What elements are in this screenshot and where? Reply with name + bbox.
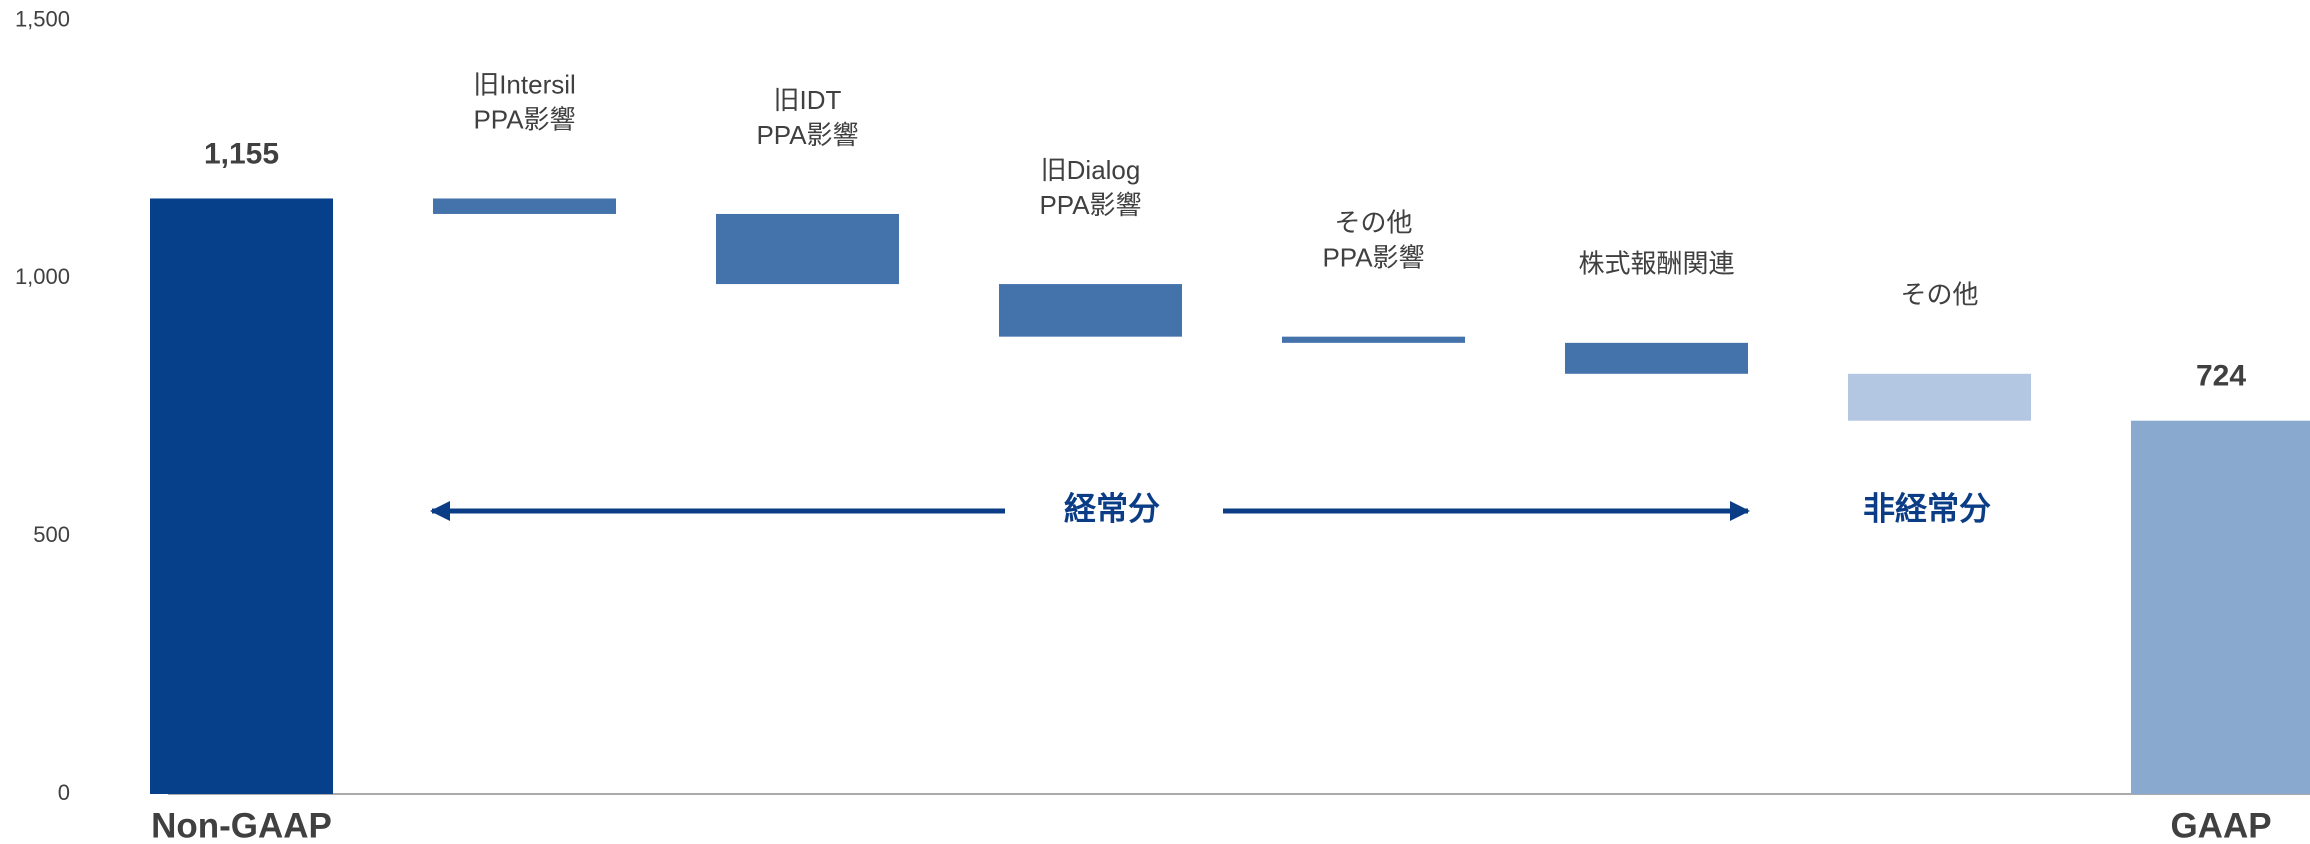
bar xyxy=(433,198,616,214)
annotation: 経常分 xyxy=(1064,490,1160,526)
bar xyxy=(1282,336,1465,343)
y-tick-label: 0 xyxy=(58,780,70,805)
category-label: その他 xyxy=(1334,208,1412,238)
x-tick-label: Non-GAAP xyxy=(151,806,332,844)
category-label: PPA影響 xyxy=(756,120,858,150)
category-label: 旧Intersil xyxy=(473,69,576,99)
bar xyxy=(999,284,1182,337)
bar xyxy=(1565,342,1748,374)
bar xyxy=(2131,420,2310,794)
y-tick-label: 500 xyxy=(33,522,70,547)
bar xyxy=(716,213,899,285)
data-label: 724 xyxy=(2196,360,2246,393)
category-label: PPA影響 xyxy=(1322,243,1424,273)
category-label: PPA影響 xyxy=(1039,190,1141,220)
y-tick-label: 1,000 xyxy=(15,264,70,289)
annotation: 非経常分 xyxy=(1863,490,1991,526)
category-label: その他 xyxy=(1900,280,1978,310)
y-tick-label: 1,500 xyxy=(15,6,70,31)
category-label: 旧Dialog xyxy=(1041,155,1141,185)
x-tick-label: GAAP xyxy=(2170,806,2271,844)
category-label: PPA影響 xyxy=(473,104,575,134)
category-label: 旧IDT xyxy=(774,85,842,115)
bar xyxy=(150,198,333,794)
bar xyxy=(1848,373,2031,421)
category-label: 株式報酬関連 xyxy=(1578,249,1734,279)
data-label: 1,155 xyxy=(204,137,279,170)
